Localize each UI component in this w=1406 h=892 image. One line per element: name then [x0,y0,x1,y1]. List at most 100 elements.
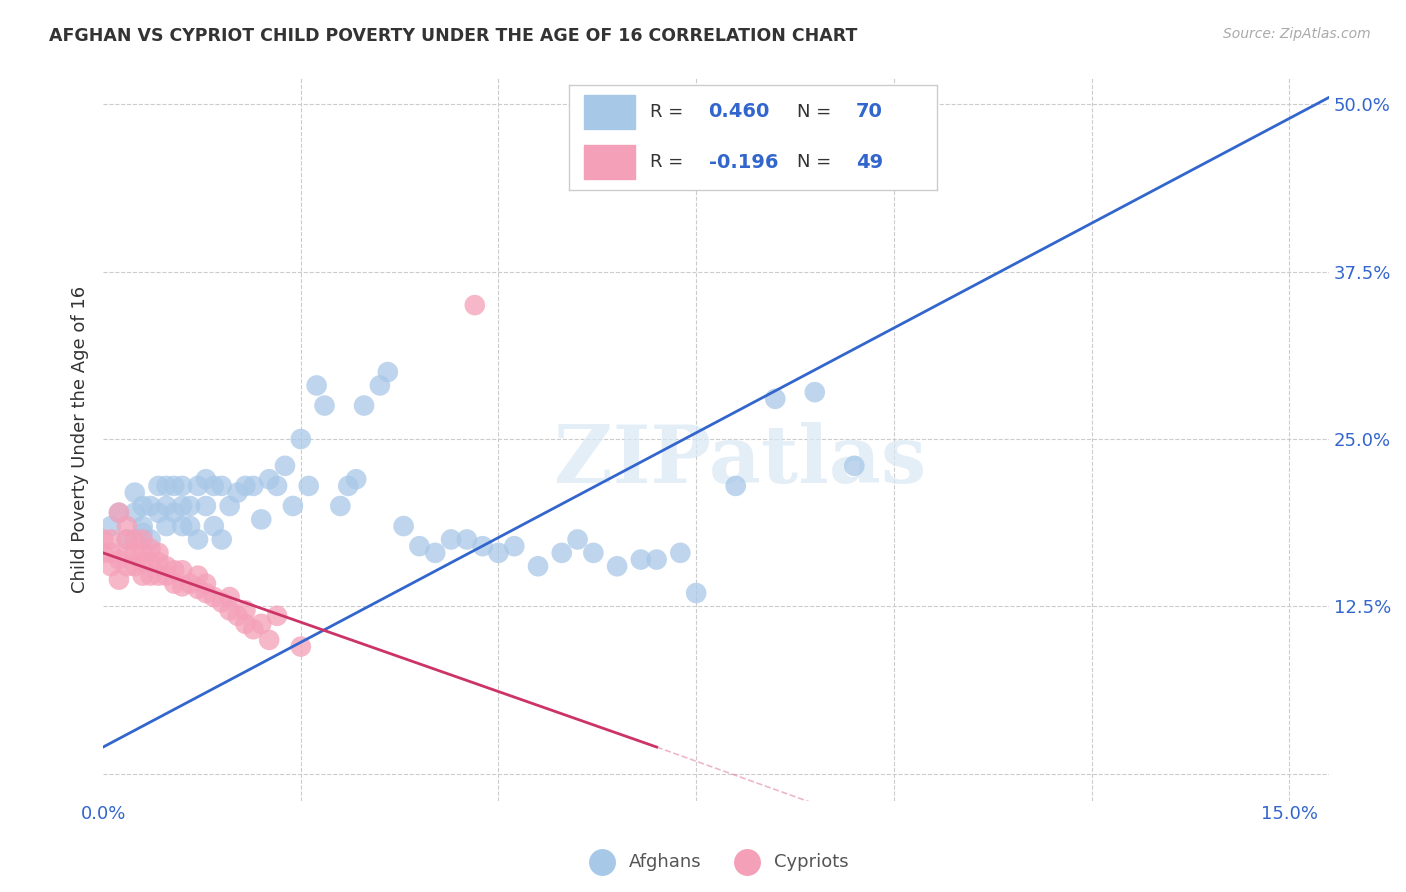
Text: ZIPatlas: ZIPatlas [554,422,927,500]
Point [218,590,240,604]
Point [527,559,550,574]
Point [148,555,170,569]
Text: AFGHAN VS CYPRIOT CHILD POVERTY UNDER THE AGE OF 16 CORRELATION CHART: AFGHAN VS CYPRIOT CHILD POVERTY UNDER TH… [49,27,858,45]
Point [202,590,225,604]
Point [685,586,707,600]
Point [314,399,336,413]
Point [290,640,312,654]
Point [148,546,170,560]
Point [155,559,177,574]
Point [155,479,177,493]
Point [235,616,257,631]
Point [235,479,257,493]
Point [100,559,122,574]
Point [226,485,249,500]
Text: Source: ZipAtlas.com: Source: ZipAtlas.com [1223,27,1371,41]
Point [464,298,486,312]
Point [344,472,367,486]
Point [218,499,240,513]
Point [108,573,131,587]
Point [298,479,321,493]
Point [100,546,122,560]
Point [329,499,352,513]
Point [115,546,138,560]
Point [91,533,114,547]
Point [115,533,138,547]
Point [235,603,257,617]
Point [408,539,430,553]
Point [139,499,162,513]
Point [108,506,131,520]
Point [606,559,628,574]
Point [131,533,153,547]
Point [194,586,217,600]
Legend: Afghans, Cypriots: Afghans, Cypriots [576,846,855,879]
Point [179,576,201,591]
Point [131,555,153,569]
Point [155,499,177,513]
Point [115,559,138,574]
Point [353,399,375,413]
Point [124,546,146,560]
Point [172,563,194,577]
Point [669,546,692,560]
Point [218,603,240,617]
Point [194,576,217,591]
Point [503,539,526,553]
Point [139,533,162,547]
Point [392,519,415,533]
Point [305,378,328,392]
Y-axis label: Child Poverty Under the Age of 16: Child Poverty Under the Age of 16 [72,285,89,592]
Point [172,499,194,513]
Point [179,499,201,513]
Point [131,499,153,513]
Point [163,479,186,493]
Point [124,485,146,500]
Point [567,533,589,547]
Point [131,525,153,540]
Point [172,479,194,493]
Point [91,546,114,560]
Point [100,519,122,533]
Point [115,533,138,547]
Point [131,568,153,582]
Point [290,432,312,446]
Point [155,519,177,533]
Point [257,632,280,647]
Point [202,519,225,533]
Point [187,582,209,596]
Point [108,552,131,566]
Point [187,533,209,547]
Point [425,546,447,560]
Point [148,479,170,493]
Point [131,519,153,533]
Point [172,579,194,593]
Point [211,533,233,547]
Point [281,499,304,513]
Point [211,595,233,609]
Point [456,533,478,547]
Point [179,519,201,533]
Point [100,533,122,547]
Point [211,479,233,493]
Point [250,512,273,526]
Point [337,479,360,493]
Point [124,559,146,574]
Point [148,506,170,520]
Point [582,546,605,560]
Point [108,506,131,520]
Point [163,563,186,577]
Point [368,378,391,392]
Point [242,622,264,636]
Point [163,576,186,591]
Point [139,541,162,556]
Point [440,533,463,547]
Point [187,479,209,493]
Point [115,519,138,533]
Point [226,608,249,623]
Point [202,479,225,493]
Point [377,365,399,379]
Point [194,499,217,513]
Point [844,458,866,473]
Point [148,568,170,582]
